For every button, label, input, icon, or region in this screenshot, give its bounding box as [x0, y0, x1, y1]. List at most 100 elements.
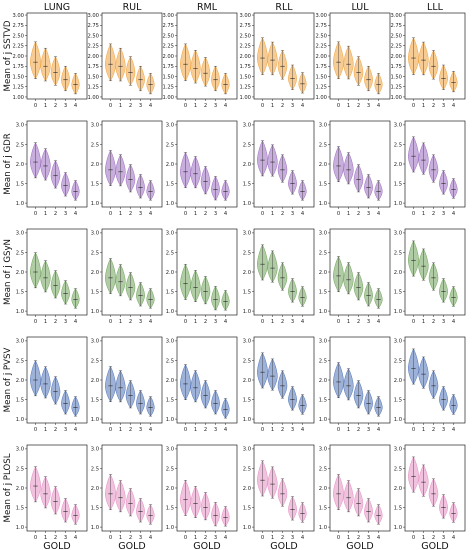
x-tick-label: 3	[442, 427, 445, 433]
y-tick-label: 2.75	[87, 23, 99, 29]
x-tick-label: 0	[184, 103, 187, 109]
x-tick-label: 0	[261, 103, 264, 109]
x-tick-label: 2	[204, 535, 207, 541]
x-tick-label: 2	[432, 103, 435, 109]
panel-rml-1: 1.0 1.5 2.0 2.5 3.0 0 1 2 3 4	[166, 120, 238, 217]
y-tick-label: 1.5	[319, 505, 327, 511]
x-tick-label: 2	[357, 319, 360, 325]
x-axis-label: GOLD	[270, 541, 297, 550]
x-tick-label: 3	[367, 535, 370, 541]
x-tick-label: 0	[337, 211, 340, 217]
y-tick-label: 1.0	[166, 525, 174, 531]
y-tick-label: 1.75	[12, 64, 24, 70]
x-tick-label: 4	[224, 211, 228, 217]
y-tick-label: 2.0	[319, 486, 327, 492]
panel-rml-3: 1.0 1.5 2.0 2.5 3.0 0 1 2 3 4	[166, 336, 238, 433]
x-tick-label: 1	[422, 427, 425, 433]
x-tick-label: 3	[139, 319, 142, 325]
x-tick-label: 4	[224, 103, 228, 109]
x-tick-label: 3	[291, 211, 294, 217]
x-axis-label: GOLD	[43, 541, 70, 550]
x-tick-label: 2	[129, 103, 132, 109]
panel-lul-3: 1.0 1.5 2.0 2.5 3.0 0 1 2 3 4	[319, 336, 391, 433]
y-tick-label: 2.5	[319, 358, 327, 364]
x-tick-label: 0	[109, 535, 112, 541]
y-tick-label: 2.0	[166, 162, 174, 168]
y-tick-label: 3.0	[91, 231, 99, 237]
panel-lll-3: 1.0 1.5 2.0 2.5 3.0 0 1 2 3 4	[394, 336, 466, 433]
x-tick-label: 2	[54, 103, 57, 109]
y-tick-label: 3.00	[87, 13, 99, 19]
y-tick-label: 1.75	[315, 64, 327, 70]
panel-lung-4: 1.0 1.5 2.0 2.5 3.0 0 1 2 3 4 GOLD	[16, 444, 88, 550]
x-tick-label: 0	[184, 211, 187, 217]
x-tick-label: 0	[34, 103, 37, 109]
y-tick-label: 2.50	[12, 33, 24, 39]
x-tick-label: 3	[214, 535, 217, 541]
y-tick-label: 2.25	[87, 44, 99, 50]
panel-lul-0: 1.00 1.25 1.50 1.75 2.00 2.25 2.50 2.75 3.00 0 1 2 3…	[315, 12, 391, 109]
y-tick-label: 2.5	[319, 250, 327, 256]
y-tick-label: 3.0	[166, 447, 174, 453]
x-tick-label: 3	[139, 535, 142, 541]
x-tick-label: 2	[54, 211, 57, 217]
y-tick-label: 3.0	[394, 447, 402, 453]
x-tick-label: 2	[432, 427, 435, 433]
x-tick-label: 4	[224, 319, 228, 325]
y-tick-label: 1.00	[12, 95, 24, 101]
y-tick-label: 2.5	[243, 250, 251, 256]
y-tick-label: 2.5	[394, 142, 402, 148]
x-tick-label: 3	[442, 319, 445, 325]
y-tick-label: 1.0	[91, 417, 99, 423]
column-titles: LUNG RUL RML RLL LUL LLL	[44, 2, 444, 13]
y-tick-label: 3.00	[390, 13, 402, 19]
panel-lung-0: 1.00 1.25 1.50 1.75 2.00 2.25 2.50 2.75 3.00 0 1 2 3…	[12, 12, 88, 109]
x-tick-label: 2	[357, 103, 360, 109]
row-label-3: Mean of j PVSV	[3, 348, 13, 413]
y-tick-label: 3.0	[166, 339, 174, 345]
x-tick-label: 3	[367, 211, 370, 217]
x-tick-label: 4	[377, 103, 381, 109]
x-tick-label: 4	[377, 535, 381, 541]
x-tick-label: 3	[139, 211, 142, 217]
y-tick-label: 3.00	[239, 13, 251, 19]
y-tick-label: 3.0	[319, 447, 327, 453]
panel-rul-0: 1.00 1.25 1.50 1.75 2.00 2.25 2.50 2.75 3.00 0 1 2 3…	[87, 12, 163, 109]
x-tick-label: 2	[129, 535, 132, 541]
y-tick-label: 3.0	[16, 339, 24, 345]
y-tick-label: 1.00	[315, 95, 327, 101]
y-tick-label: 1.0	[394, 309, 402, 315]
x-tick-label: 0	[337, 103, 340, 109]
y-tick-label: 2.0	[166, 378, 174, 384]
x-tick-label: 4	[452, 211, 456, 217]
row-label-0: Mean of j SSTVD	[3, 20, 13, 91]
x-tick-label: 0	[34, 535, 37, 541]
y-tick-label: 1.25	[239, 85, 251, 91]
x-tick-label: 4	[149, 535, 153, 541]
y-tick-label: 2.0	[243, 378, 251, 384]
x-tick-label: 0	[109, 103, 112, 109]
y-tick-label: 2.0	[16, 270, 24, 276]
x-tick-label: 0	[34, 427, 37, 433]
y-tick-label: 2.75	[12, 23, 24, 29]
x-tick-label: 4	[377, 427, 381, 433]
y-tick-label: 2.0	[166, 270, 174, 276]
y-tick-label: 2.50	[87, 33, 99, 39]
y-tick-label: 2.00	[162, 54, 174, 60]
y-tick-label: 3.00	[315, 13, 327, 19]
x-tick-label: 4	[149, 427, 153, 433]
y-tick-label: 2.0	[166, 486, 174, 492]
row-label-2: Mean of j GSyN	[3, 239, 13, 305]
y-tick-label: 2.50	[239, 33, 251, 39]
x-tick-label: 2	[54, 535, 57, 541]
x-tick-label: 2	[281, 103, 284, 109]
x-tick-label: 4	[452, 427, 456, 433]
x-tick-label: 3	[139, 427, 142, 433]
y-tick-label: 1.5	[394, 181, 402, 187]
y-tick-label: 2.0	[394, 378, 402, 384]
x-tick-label: 4	[224, 535, 228, 541]
y-tick-label: 2.5	[166, 142, 174, 148]
x-tick-label: 3	[139, 103, 142, 109]
y-tick-label: 2.75	[239, 23, 251, 29]
